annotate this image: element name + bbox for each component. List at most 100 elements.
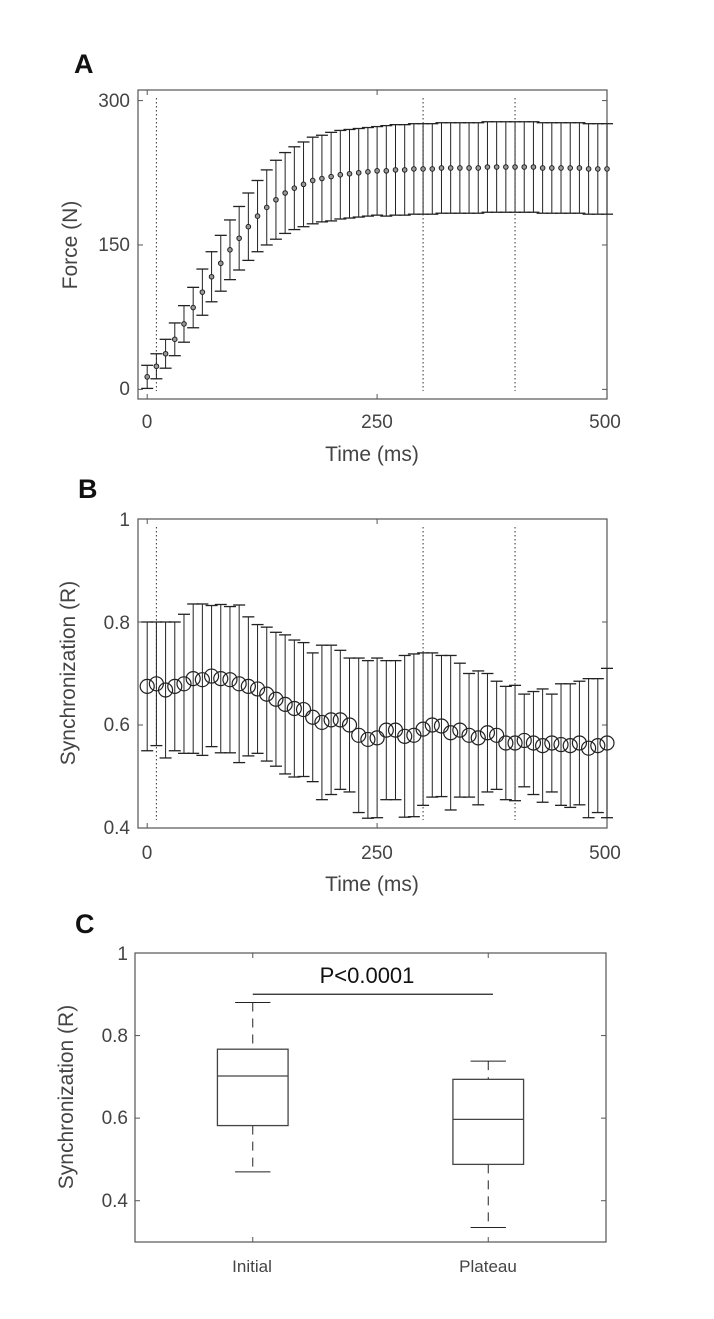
data-point xyxy=(355,169,362,176)
data-point xyxy=(236,235,242,242)
data-point xyxy=(309,177,316,184)
axes-box xyxy=(137,518,608,829)
data-point xyxy=(549,165,555,171)
x-tick-label: 250 xyxy=(361,412,393,433)
axes-box xyxy=(134,952,607,1243)
data-point xyxy=(369,730,385,746)
data-point xyxy=(360,731,376,748)
data-point xyxy=(305,709,321,725)
data-point xyxy=(415,721,431,737)
data-point xyxy=(199,289,206,295)
data-point xyxy=(590,737,606,754)
category-label-plateau: Plateau xyxy=(459,1257,517,1276)
data-point xyxy=(604,166,610,172)
data-point xyxy=(273,196,279,203)
data-point xyxy=(203,668,220,684)
synchronization-time-chart xyxy=(137,518,615,829)
data-point xyxy=(411,166,417,172)
x-tick-label: 250 xyxy=(361,843,393,864)
axes-box xyxy=(137,89,608,400)
data-point xyxy=(254,213,261,219)
data-point xyxy=(429,166,436,172)
data-point xyxy=(438,165,445,171)
data-point xyxy=(351,727,367,743)
data-point xyxy=(139,678,155,694)
y-tick-label: 0.6 xyxy=(102,1108,128,1129)
data-point xyxy=(245,223,252,230)
data-point xyxy=(595,166,601,172)
force-chart xyxy=(137,89,613,400)
data-point xyxy=(268,691,284,707)
data-point xyxy=(240,678,256,694)
data-point xyxy=(516,732,532,749)
data-point xyxy=(461,727,477,743)
y-tick-label: 1 xyxy=(117,944,128,965)
data-point xyxy=(346,170,353,177)
data-point xyxy=(571,735,588,751)
data-point xyxy=(585,166,592,172)
y-axis-label: Synchronization (R) xyxy=(57,581,80,765)
data-point xyxy=(167,678,183,694)
data-point xyxy=(581,740,597,756)
data-point xyxy=(213,671,229,687)
y-tick-label: 0.4 xyxy=(104,818,131,839)
data-point xyxy=(300,181,307,188)
y-tick-label: 0.6 xyxy=(104,715,130,736)
data-point xyxy=(295,701,312,718)
data-point xyxy=(562,737,578,754)
box xyxy=(216,1048,289,1127)
x-tick-label: 0 xyxy=(142,412,153,433)
data-point xyxy=(383,168,390,174)
data-point xyxy=(227,246,233,253)
data-point xyxy=(222,672,238,688)
panel-label-a: A xyxy=(74,49,94,79)
box xyxy=(452,1078,525,1166)
data-point xyxy=(378,722,394,738)
y-tick-label: 150 xyxy=(98,235,130,256)
data-point xyxy=(576,165,583,171)
data-point xyxy=(263,204,270,211)
panel-label-b: B xyxy=(78,474,98,504)
data-point xyxy=(466,165,472,171)
data-point xyxy=(420,166,426,172)
y-axis-label: Force (N) xyxy=(59,201,82,290)
data-point xyxy=(181,321,187,327)
data-point xyxy=(319,175,325,182)
category-label-initial: Initial xyxy=(232,1257,272,1276)
data-point xyxy=(185,671,201,687)
data-point xyxy=(401,167,408,173)
data-point xyxy=(314,714,330,731)
data-point xyxy=(558,165,564,171)
x-tick-label: 500 xyxy=(589,412,621,433)
data-point xyxy=(259,686,275,702)
data-point xyxy=(498,735,514,751)
data-point xyxy=(249,681,266,697)
data-point xyxy=(162,350,169,357)
data-point xyxy=(282,190,288,196)
data-point xyxy=(208,273,215,280)
data-point xyxy=(392,167,399,173)
data-point xyxy=(544,735,560,751)
data-point xyxy=(424,717,440,733)
data-point xyxy=(286,700,302,717)
data-point xyxy=(484,164,491,170)
data-point xyxy=(470,730,486,746)
data-point xyxy=(475,165,482,171)
x-axis-label: Time (ms) xyxy=(325,443,419,466)
data-point xyxy=(489,727,505,743)
y-axis-label: Synchronization (R) xyxy=(55,1005,78,1189)
data-point xyxy=(507,735,523,751)
data-point xyxy=(217,260,224,267)
y-tick-label: 0.8 xyxy=(104,613,130,634)
data-point xyxy=(530,164,537,170)
significance-label: P<0.0001 xyxy=(320,963,415,988)
data-point xyxy=(374,168,380,174)
data-point xyxy=(176,676,192,692)
data-point xyxy=(341,717,358,733)
data-point xyxy=(291,185,298,191)
data-point xyxy=(144,374,150,380)
data-point xyxy=(553,736,569,753)
y-tick-label: 0 xyxy=(119,379,130,400)
synchronization-boxplot xyxy=(134,952,607,1243)
